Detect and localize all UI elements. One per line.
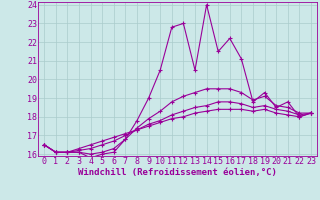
X-axis label: Windchill (Refroidissement éolien,°C): Windchill (Refroidissement éolien,°C) (78, 168, 277, 177)
